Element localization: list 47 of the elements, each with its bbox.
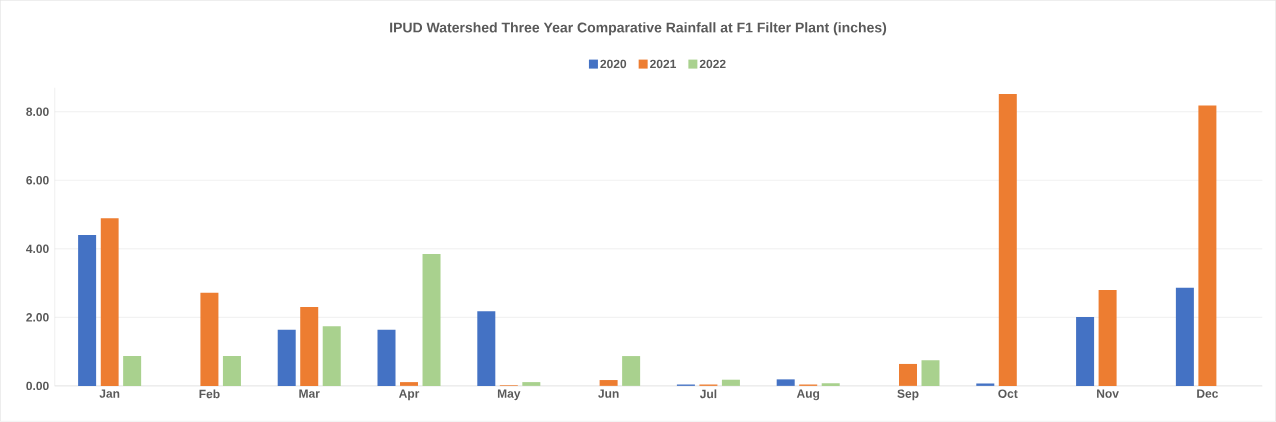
- legend-label: 2020: [600, 59, 627, 69]
- bar: [123, 356, 142, 387]
- legend-label: 2021: [650, 59, 677, 69]
- bar: [1098, 290, 1117, 387]
- y-tick-label: 6.00: [26, 176, 49, 185]
- bar: [821, 383, 840, 387]
- x-tick-label: Jul: [699, 389, 717, 399]
- bar: [599, 380, 618, 387]
- bar: [899, 364, 918, 387]
- bar: [200, 292, 219, 387]
- bar: [400, 382, 419, 387]
- x-tick-label: May: [497, 389, 521, 401]
- bar: [976, 383, 995, 387]
- bar: [322, 326, 341, 387]
- bar: [1175, 288, 1194, 387]
- bar: [998, 94, 1017, 387]
- x-tick-label: Apr: [398, 389, 420, 401]
- bar: [277, 329, 296, 387]
- bar: [300, 307, 319, 387]
- bar: [377, 329, 396, 387]
- y-tick-label: 0.00: [26, 381, 49, 391]
- bar: [222, 356, 241, 387]
- x-tick-label: Feb: [199, 389, 220, 399]
- bar: [477, 311, 496, 387]
- bar: [1076, 317, 1095, 387]
- bar: [1198, 105, 1217, 387]
- bar: [78, 235, 97, 387]
- bar: [921, 360, 940, 387]
- x-tick-label: Sep: [897, 389, 919, 401]
- bar: [622, 356, 641, 387]
- y-tick-label: 4.00: [26, 244, 49, 254]
- bar: [721, 379, 740, 387]
- x-tick-label: Oct: [998, 389, 1018, 399]
- chart-title: IPUD Watershed Three Year Comparative Rainfall at F1 Filter Plant (inches): [390, 22, 887, 36]
- x-tick-label: Jan: [99, 389, 120, 398]
- y-tick-label: 8.00: [26, 107, 49, 117]
- bar: [100, 218, 119, 387]
- legend-label: 2022: [699, 59, 726, 69]
- y-tick-label: 2.00: [26, 313, 49, 322]
- bar: [522, 382, 541, 387]
- bar: [776, 379, 795, 387]
- x-tick-label: Dec: [1197, 389, 1219, 398]
- x-tick-label: Jun: [598, 389, 619, 398]
- bar: [422, 254, 441, 387]
- x-tick-label: Nov: [1097, 389, 1119, 398]
- x-tick-label: Aug: [796, 389, 820, 401]
- x-tick-label: Mar: [299, 389, 320, 398]
